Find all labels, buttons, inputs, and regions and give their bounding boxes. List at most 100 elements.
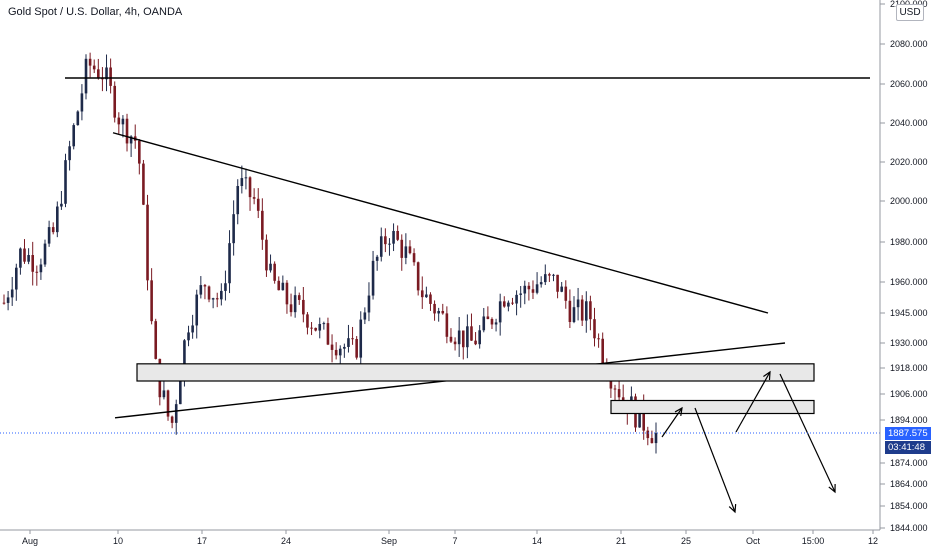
- candle-body: [236, 186, 240, 215]
- candle-body: [539, 282, 543, 285]
- candle-body: [576, 299, 580, 308]
- candle-body: [334, 349, 338, 356]
- candle-body: [580, 299, 584, 321]
- candle-body: [589, 301, 592, 320]
- candle-body: [256, 198, 260, 211]
- candle-body: [568, 300, 572, 323]
- candle-body: [609, 377, 613, 389]
- candle-body: [429, 294, 432, 304]
- candle-body: [240, 178, 244, 187]
- candle-body: [88, 58, 92, 66]
- candle-body: [261, 210, 264, 240]
- y-tick-label: 2040.000: [890, 118, 928, 128]
- candle-body: [560, 286, 563, 292]
- candle-body: [150, 280, 153, 322]
- candle-body: [64, 160, 67, 204]
- candle-body: [363, 312, 367, 320]
- candle-body: [437, 310, 440, 314]
- candle-body: [396, 230, 399, 240]
- candle-body: [375, 256, 379, 261]
- candle-body: [572, 307, 576, 323]
- candle-body: [265, 239, 268, 271]
- descending-trendline: [112, 132, 769, 314]
- candle-body: [425, 294, 428, 298]
- candle-body: [601, 338, 604, 366]
- x-tick-label: 7: [452, 536, 457, 546]
- candle-body: [470, 326, 473, 341]
- candle-body: [154, 321, 158, 359]
- candle-body: [535, 284, 539, 293]
- candle-body: [174, 404, 178, 423]
- candle-body: [642, 403, 645, 431]
- y-tick-label: 2020.000: [890, 157, 928, 167]
- x-tick-label: Sep: [381, 536, 397, 546]
- currency-button[interactable]: USD: [896, 4, 924, 21]
- y-tick-label: 1980.000: [890, 237, 928, 247]
- candle-body: [474, 340, 477, 345]
- candle-body: [2, 302, 6, 304]
- candle-body: [482, 316, 486, 331]
- candle-body: [97, 69, 100, 78]
- candle-body: [314, 327, 317, 331]
- candle-body: [170, 416, 174, 423]
- candle-body: [47, 227, 51, 244]
- candle-body: [638, 403, 641, 428]
- candle-body: [269, 263, 272, 271]
- candle-body: [326, 323, 330, 345]
- candle-body: [285, 282, 289, 305]
- y-tick-label: 1918.000: [890, 363, 928, 373]
- x-tick-label: 21: [616, 536, 626, 546]
- x-tick-label: 14: [532, 536, 542, 546]
- candle-body: [187, 332, 190, 341]
- candle-body: [597, 338, 600, 340]
- candle-body: [228, 243, 231, 284]
- candle-body: [10, 289, 14, 298]
- x-tick-label: 25: [681, 536, 691, 546]
- projection-arrow-2-head: [728, 503, 737, 514]
- candle-body: [297, 295, 301, 300]
- x-tick-label: Aug: [22, 536, 38, 546]
- candle-body: [359, 319, 363, 358]
- candle-body: [19, 248, 22, 268]
- candles: [2, 52, 658, 454]
- candle-body: [347, 338, 350, 347]
- candle-body: [252, 197, 256, 199]
- candle-body: [166, 390, 170, 417]
- candle-body: [51, 227, 55, 233]
- candle-body: [76, 111, 80, 126]
- candle-body: [199, 285, 203, 295]
- candle-body: [412, 253, 416, 263]
- candle-body: [318, 323, 322, 331]
- candle-body: [92, 65, 96, 70]
- candle-body: [72, 125, 76, 147]
- candle-body: [416, 262, 420, 291]
- candle-body: [39, 264, 43, 273]
- candle-body: [146, 204, 149, 281]
- candle-body: [461, 330, 465, 348]
- candle-body: [306, 314, 309, 328]
- candle-body: [80, 93, 84, 112]
- y-tick-label: 1894.000: [890, 415, 928, 425]
- candle-body: [457, 330, 461, 345]
- candle-body: [593, 319, 596, 339]
- candle-body: [43, 243, 47, 265]
- chart-title: Gold Spot / U.S. Dollar, 4h, OANDA: [8, 6, 183, 18]
- candle-body: [384, 236, 387, 245]
- candle-body: [548, 274, 551, 276]
- candle-body: [60, 203, 63, 207]
- candle-body: [478, 330, 481, 345]
- candle-body: [388, 243, 391, 245]
- candle-body: [355, 339, 358, 358]
- candle-body: [27, 255, 30, 262]
- projection-arrow-3: [735, 371, 771, 433]
- candle-body: [527, 285, 531, 290]
- support-zone-upper: [136, 363, 815, 382]
- candle-body: [203, 285, 207, 287]
- candle-body: [129, 136, 133, 144]
- y-tick-label: 1930.000: [890, 338, 928, 348]
- candle-body: [523, 285, 527, 294]
- candle-body: [15, 267, 18, 290]
- candle-body: [23, 248, 26, 262]
- x-tick-label: Oct: [746, 536, 761, 546]
